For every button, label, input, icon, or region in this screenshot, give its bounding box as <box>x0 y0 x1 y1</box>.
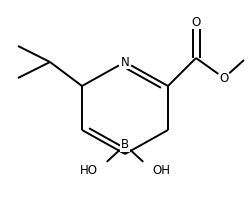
Text: O: O <box>192 15 200 29</box>
Text: B: B <box>121 138 129 151</box>
Text: N: N <box>121 55 130 69</box>
Text: HO: HO <box>80 164 98 176</box>
Text: O: O <box>220 71 228 85</box>
Text: OH: OH <box>152 164 170 176</box>
